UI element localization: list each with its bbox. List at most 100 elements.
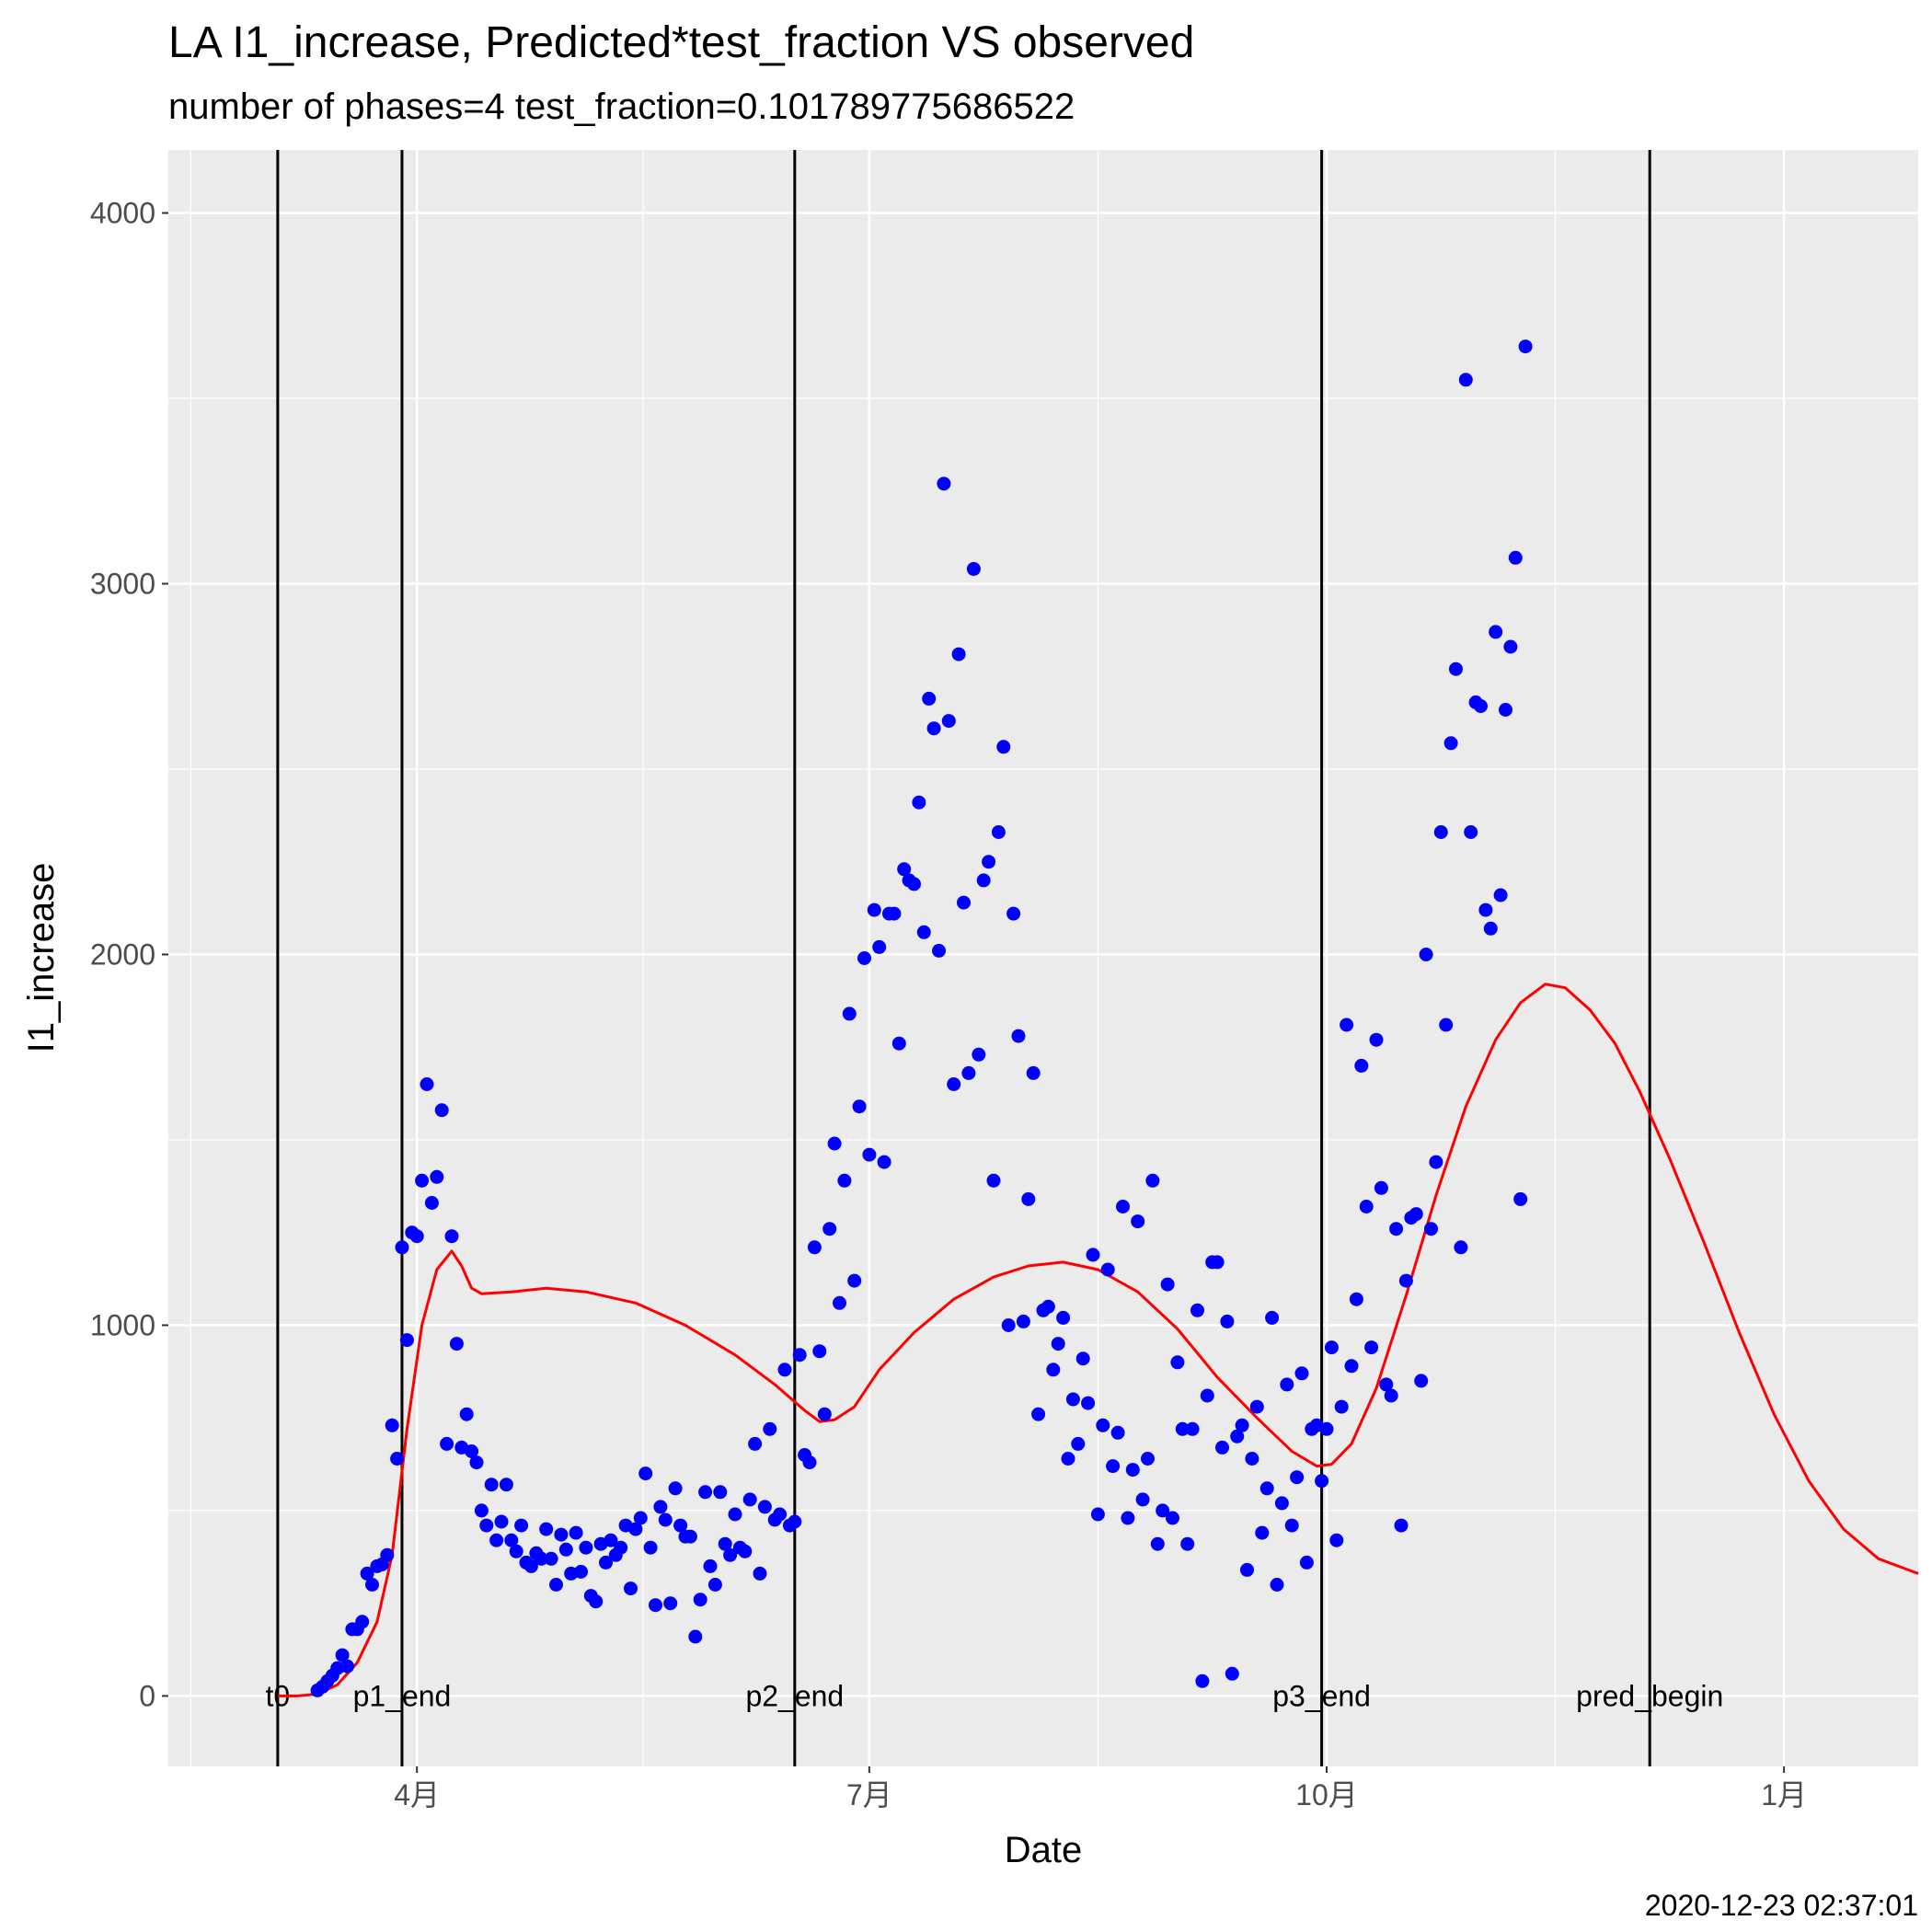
observed-points-layer [310,339,1533,1697]
observed-point [574,1564,588,1579]
observed-point [728,1507,742,1522]
observed-point [390,1452,405,1466]
observed-point [1195,1673,1210,1688]
observed-point [951,647,966,661]
observed-point [444,1229,459,1244]
observed-point [1240,1562,1254,1577]
observed-point [1265,1310,1280,1325]
observed-point [1011,1029,1026,1043]
observed-point [1414,1374,1429,1388]
observed-point [628,1522,643,1536]
observed-point [802,1455,817,1470]
observed-point [1454,1240,1468,1255]
observed-point [1439,1018,1454,1032]
observed-point [698,1485,713,1500]
observed-point [827,1136,842,1151]
observed-point [897,862,912,877]
observed-point [703,1558,718,1573]
observed-point [817,1407,832,1421]
observed-point [982,855,996,869]
y-tick-label: 3000 [90,567,155,600]
observed-point [440,1436,454,1451]
observed-point [986,1173,1001,1188]
observed-point [1319,1421,1334,1436]
observed-point [1100,1262,1115,1277]
observed-point [788,1514,802,1529]
observed-point [847,1273,862,1288]
phase-line-label: pred_begin [1576,1679,1723,1712]
observed-point [1299,1555,1314,1570]
observed-point [604,1533,618,1547]
observed-point [1513,1191,1528,1206]
x-tick-label: 7月 [846,1778,892,1811]
observed-point [1478,903,1493,917]
observed-point [589,1594,604,1609]
observed-point [1324,1340,1339,1355]
phase-lines: t0 p1_end p2_end p3_end pred_begin [266,150,1723,1766]
observed-point [1379,1377,1394,1392]
observed-point [1394,1518,1409,1533]
observed-point [1398,1273,1413,1288]
observed-point [1041,1299,1055,1314]
observed-point [877,1155,891,1169]
observed-point [1046,1363,1061,1377]
observed-point [549,1578,563,1592]
observed-point [807,1240,822,1255]
observed-point [1374,1180,1388,1195]
observed-point [922,691,937,706]
observed-point [1175,1421,1190,1436]
observed-point [638,1466,653,1481]
observed-point [1170,1355,1185,1370]
observed-point [976,873,991,888]
observed-point [1255,1525,1270,1540]
observed-point [1464,825,1478,839]
observed-point [1329,1533,1344,1547]
observed-point [837,1173,852,1188]
observed-point [469,1455,484,1470]
observed-point [1249,1399,1264,1414]
predicted-line-layer [277,983,1919,1697]
y-tick-label: 4000 [90,197,155,230]
observed-point [663,1596,678,1611]
observed-point [1081,1396,1096,1410]
observed-point [474,1503,489,1518]
observed-point [1220,1314,1235,1328]
observed-point [941,714,956,729]
observed-point [1364,1340,1379,1355]
observed-point [523,1558,538,1573]
observed-point [653,1500,668,1514]
observed-point [1433,825,1448,839]
chart-title: LA I1_increase, Predicted*test_fraction … [168,18,1194,67]
x-axis-title: Date [1005,1830,1083,1870]
observed-point [1284,1518,1299,1533]
observed-point [1294,1366,1309,1381]
y-tick-label: 0 [139,1679,155,1712]
observed-point [1280,1377,1294,1392]
observed-point [1056,1310,1071,1325]
observed-point [579,1540,593,1555]
observed-point [748,1436,763,1451]
observed-point [683,1529,697,1544]
observed-point [355,1615,370,1629]
observed-point [1270,1578,1284,1592]
observed-point [867,903,881,917]
observed-point [723,1547,738,1562]
observed-point [649,1598,662,1613]
observed-point [1235,1418,1249,1432]
chart-subtitle: number of phases=4 test_fraction=0.10178… [168,86,1075,127]
observed-point [1389,1222,1404,1236]
observed-point [424,1196,439,1210]
observed-point [996,740,1011,754]
observed-point [1061,1452,1075,1466]
observed-point [1409,1207,1423,1222]
observed-point [822,1222,837,1236]
observed-point [1245,1452,1259,1466]
observed-point [742,1492,757,1507]
observed-point [937,477,951,491]
observed-point [360,1566,374,1581]
observed-point [1156,1503,1170,1518]
observed-point [614,1540,628,1555]
observed-point [812,1344,827,1359]
observed-point [399,1333,414,1348]
observed-point [718,1536,732,1551]
